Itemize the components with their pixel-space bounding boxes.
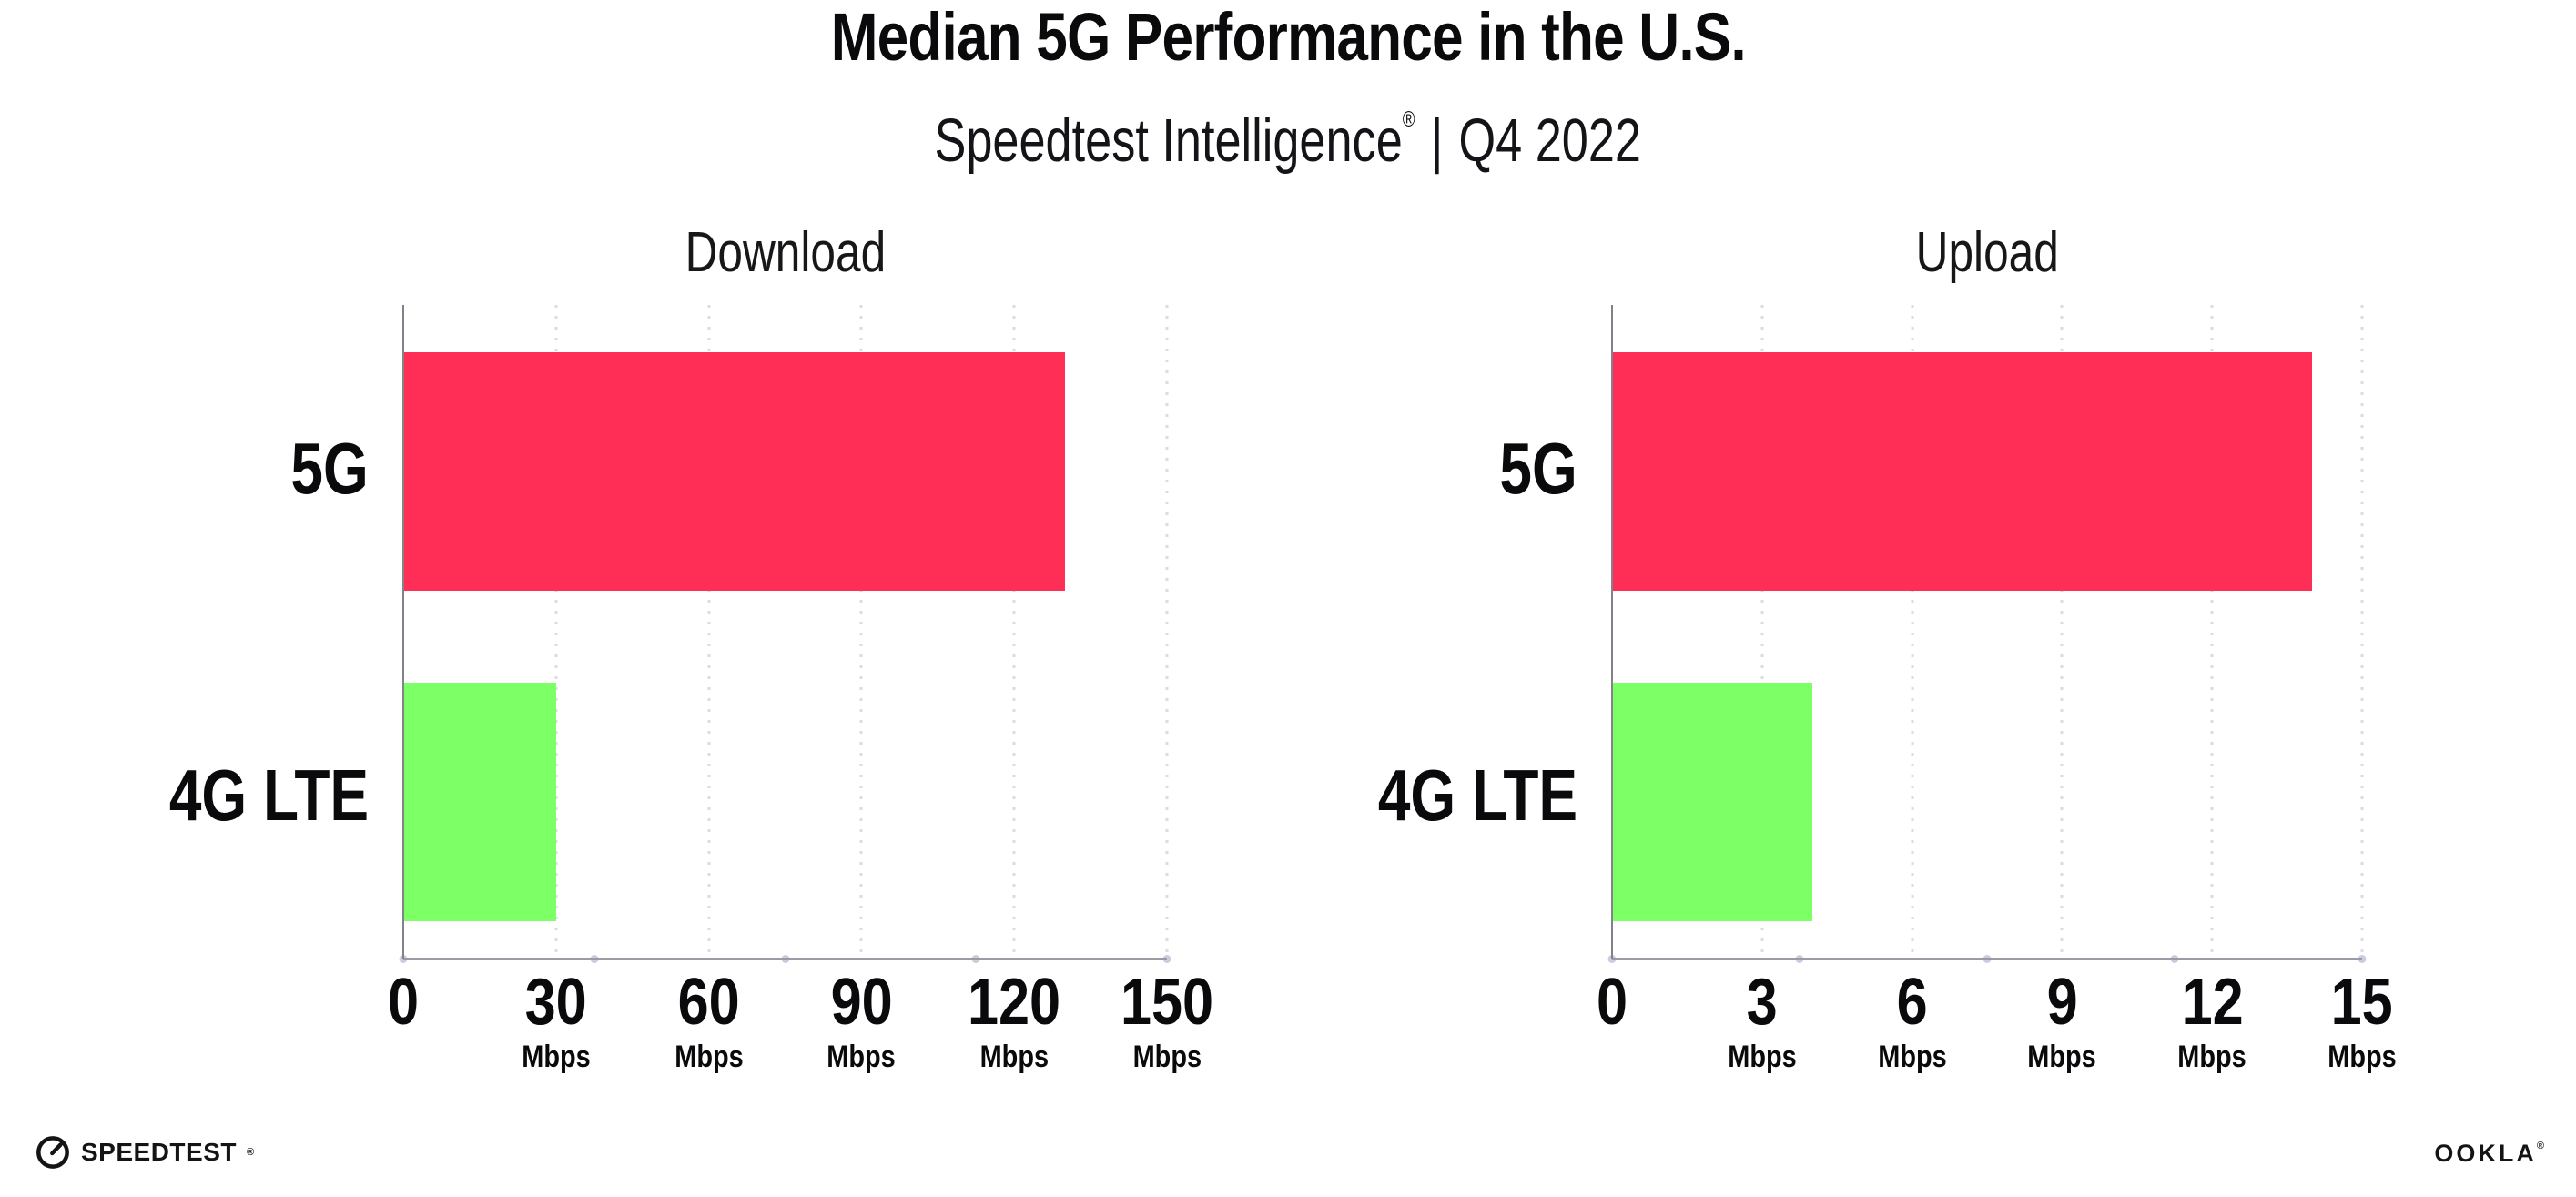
gridline xyxy=(859,305,863,959)
speedtest-logo: SPEEDTEST ® xyxy=(35,1134,254,1171)
x-tick-label: 60 Mbps xyxy=(674,966,744,1074)
registered-mark: ® xyxy=(1403,107,1415,132)
x-axis-line xyxy=(403,958,1167,960)
gridline xyxy=(1012,305,1016,959)
subtitle-brand: Speedtest Intelligence xyxy=(934,107,1404,175)
x-tick-label: 15 Mbps xyxy=(2328,966,2397,1074)
upload-y-axis-labels: 5G 4G LTE xyxy=(1286,305,1577,959)
page-title-text: Median 5G Performance in the U.S. xyxy=(830,0,1746,75)
upload-bar-4g-lte xyxy=(1612,683,1812,921)
x-tick-label: 150 Mbps xyxy=(1120,966,1214,1074)
upload-chart-title: Upload xyxy=(1915,221,2059,284)
download-bar-5g xyxy=(403,352,1066,591)
x-tick-label: 30 Mbps xyxy=(522,966,591,1074)
gridline xyxy=(2210,305,2214,959)
ookla-logo: OOKLA® xyxy=(2434,1140,2547,1168)
x-tick-label: 90 Mbps xyxy=(827,966,897,1074)
speedtest-registered-mark: ® xyxy=(246,1147,255,1158)
x-tick-label: 3 Mbps xyxy=(1728,966,1797,1074)
x-tick-label: 120 Mbps xyxy=(968,966,1061,1074)
gridline xyxy=(1165,305,1169,959)
upload-bar-5g xyxy=(1612,352,2313,591)
category-label: 5G xyxy=(1499,427,1577,509)
download-x-axis-ticks: 0 30 Mbps 60 Mbps 90 Mbps 120 Mbps 150 Mbps xyxy=(388,966,1213,1105)
upload-plot-area xyxy=(1607,305,2367,963)
y-axis-line xyxy=(402,305,404,959)
gridline xyxy=(1911,305,1914,959)
gridline xyxy=(2360,305,2364,959)
axis-minor-dot xyxy=(1162,955,1171,963)
x-tick-label: 9 Mbps xyxy=(2027,966,2097,1074)
speedtest-wordmark: SPEEDTEST xyxy=(81,1138,237,1166)
page-subtitle: Speedtest Intelligence® | Q4 2022 xyxy=(0,87,2576,174)
x-axis-line xyxy=(1612,958,2362,960)
ookla-registered-mark: ® xyxy=(2536,1141,2547,1151)
download-plot-area xyxy=(399,305,1171,963)
gridline xyxy=(1760,305,1764,959)
gauge-icon xyxy=(36,1136,69,1169)
download-chart-title: Download xyxy=(685,221,886,284)
axis-minor-dot xyxy=(2358,955,2367,963)
x-tick-label: 6 Mbps xyxy=(1877,966,1947,1074)
subtitle-period: Q4 2022 xyxy=(1458,107,1642,175)
gridline xyxy=(554,305,558,959)
upload-x-axis-ticks: 0 3 Mbps 6 Mbps 9 Mbps 12 Mbps 15 Mbps xyxy=(1597,966,2397,1105)
x-tick-label: 0 xyxy=(387,966,420,1039)
x-tick-label: 12 Mbps xyxy=(2177,966,2246,1074)
y-axis-line xyxy=(1611,305,1613,959)
gridline xyxy=(707,305,711,959)
ookla-wordmark: OOKLA xyxy=(2434,1140,2537,1167)
gridline xyxy=(2060,305,2064,959)
page-title: Median 5G Performance in the U.S. xyxy=(0,2,2576,73)
download-y-axis-labels: 5G 4G LTE xyxy=(77,305,369,959)
category-label: 4G LTE xyxy=(1377,754,1577,836)
category-label: 5G xyxy=(290,427,369,509)
subtitle-separator: | xyxy=(1430,107,1444,175)
download-bar-4g-lte xyxy=(403,683,556,921)
x-tick-label: 0 xyxy=(1596,966,1628,1039)
category-label: 4G LTE xyxy=(168,754,369,836)
